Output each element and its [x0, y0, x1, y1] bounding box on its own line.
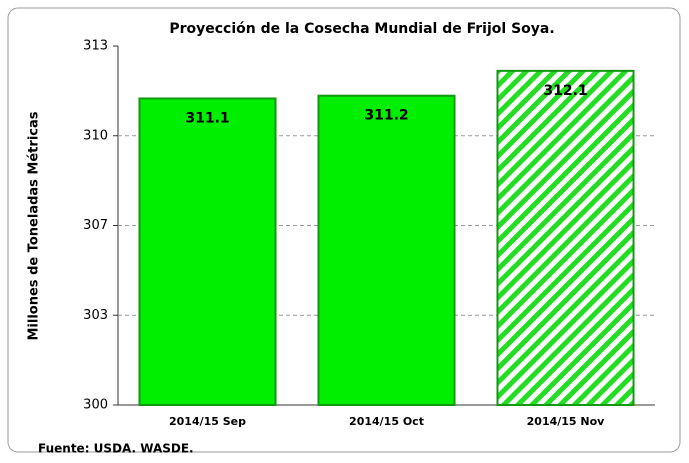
y-axis-title: Millones de Toneladas Métricas: [27, 111, 42, 340]
chart-title: Proyección de la Cosecha Mundial de Frij…: [169, 21, 554, 37]
data-label: 311.1: [185, 110, 229, 126]
bar: [317, 94, 456, 406]
y-tick-label: 307: [83, 218, 108, 233]
bar: [138, 97, 277, 406]
data-label: 312.1: [543, 83, 587, 99]
y-tick-label: 310: [83, 128, 108, 143]
x-tick-label: 2014/15 Nov: [527, 415, 606, 428]
data-label: 311.2: [364, 108, 408, 124]
source-note: Fuente: USDA. WASDE.: [38, 442, 194, 456]
x-tick-label: 2014/15 Sep: [169, 415, 246, 428]
x-tick-label: 2014/15 Oct: [349, 415, 424, 428]
y-tick-label: 303: [83, 308, 108, 323]
bar: [496, 69, 635, 406]
y-tick-label: 300: [83, 398, 108, 413]
y-tick-label: 313: [83, 39, 108, 54]
